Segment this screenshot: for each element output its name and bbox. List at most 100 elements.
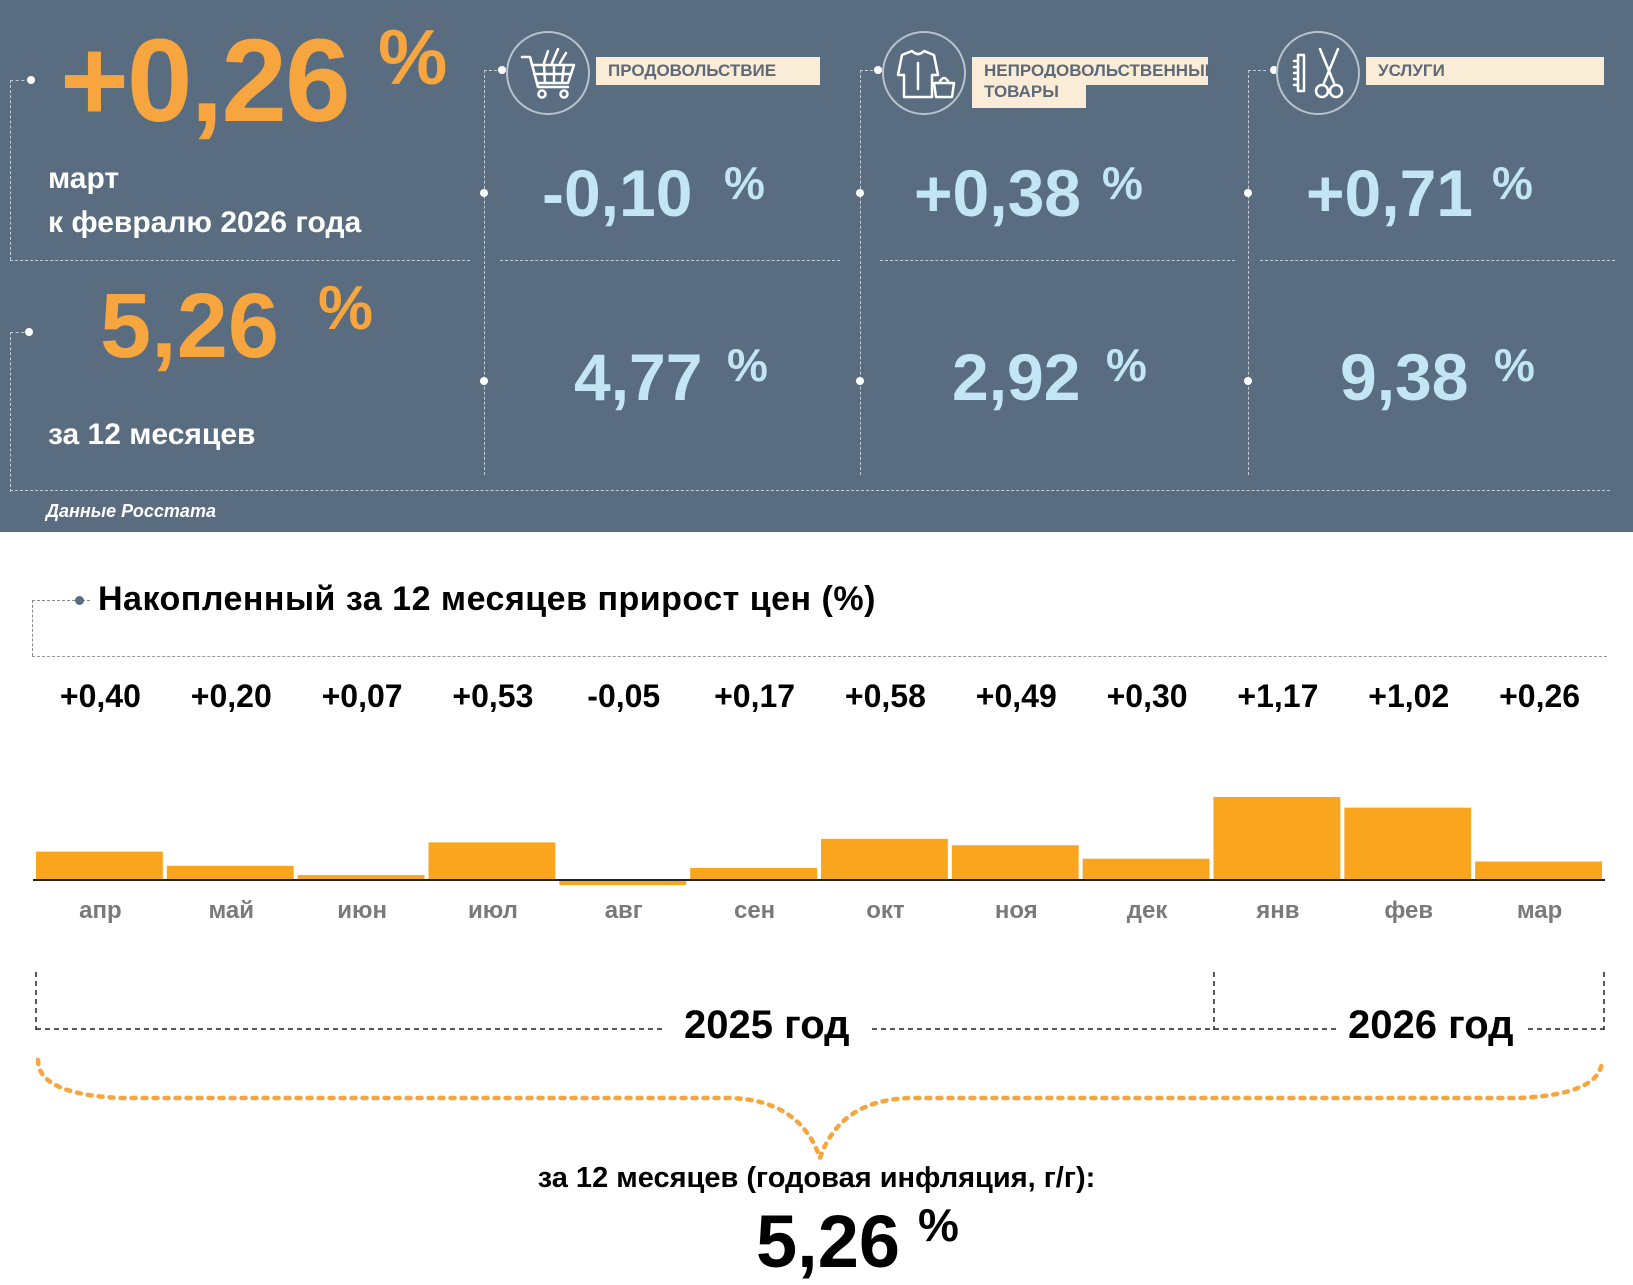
value-label-апр: +0,40 <box>60 678 141 714</box>
clothing-icon <box>882 31 966 115</box>
food-year-value: 4,77 <box>574 340 703 414</box>
frame-line <box>1248 70 1266 71</box>
monthly-inflation-bar-chart: +0,40 апр +0,20 май +0,07 июн +0,53 июл -0,05 авг… <box>33 678 1605 924</box>
value-label-июн: +0,07 <box>322 678 403 714</box>
bar-апр <box>36 851 163 880</box>
category-label-nonfood-line1: НЕПРОДОВОЛЬСТВЕННЫЕ <box>972 57 1216 85</box>
value-label-дек: +0,30 <box>1107 678 1188 714</box>
column-separator <box>484 70 485 475</box>
value-label-фев: +1,02 <box>1368 678 1449 714</box>
month-label-июн: июн <box>337 897 387 924</box>
year-bracket-lines <box>35 972 1605 1030</box>
month-label-апр: апр <box>79 897 122 924</box>
bar-июн <box>297 875 425 880</box>
food-month-value: -0,10 <box>542 156 693 230</box>
value-label-окт: +0,58 <box>845 678 926 714</box>
frame-line <box>484 70 502 71</box>
month-caption-line1: март <box>48 162 120 195</box>
month-label-мар: мар <box>1517 897 1562 924</box>
frame-dot <box>480 189 488 197</box>
title-leader-line <box>32 600 90 601</box>
food-year-unit: % <box>727 339 768 391</box>
summary-panel: +0,26 % март к февралю 2026 года 5,26 % … <box>0 0 1633 532</box>
bar-июл <box>428 842 556 880</box>
month-label-июл: июл <box>468 897 518 924</box>
value-label-мар: +0,26 <box>1499 678 1580 714</box>
value-label-авг: -0,05 <box>587 678 660 714</box>
frame-line <box>10 332 11 492</box>
month-inflation-value: +0,26 <box>60 15 351 147</box>
year-2026-label: 2026 год <box>1348 1003 1514 1047</box>
shopping-cart-icon <box>506 31 590 115</box>
bar-май <box>166 865 294 880</box>
frame-line <box>500 260 840 261</box>
category-label-services: УСЛУГИ <box>1366 57 1604 85</box>
annual-value: 5,26 <box>756 1200 901 1283</box>
month-inflation-unit: % <box>378 13 448 101</box>
bar-окт <box>821 838 948 880</box>
month-label-окт: окт <box>866 897 905 924</box>
title-underline <box>32 656 1607 657</box>
category-label-nonfood-line2: ТОВАРЫ <box>972 78 1086 108</box>
frame-line <box>10 80 30 81</box>
nonfood-month-unit: % <box>1102 157 1143 209</box>
annual-caption: за 12 месяцев (годовая инфляция, г/г): <box>537 1162 1096 1194</box>
frame-dot <box>27 76 35 84</box>
services-year-unit: % <box>1494 339 1535 391</box>
frame-dot <box>25 328 33 336</box>
value-label-июл: +0,53 <box>452 678 533 714</box>
bar-ноя <box>951 845 1079 880</box>
month-label-дек: дек <box>1127 897 1169 924</box>
frame-line <box>10 260 470 261</box>
month-label-янв: янв <box>1255 897 1299 924</box>
bar-янв <box>1213 797 1341 880</box>
frame-line <box>880 260 1235 261</box>
bar-фев <box>1344 807 1472 880</box>
nonfood-year-unit: % <box>1106 339 1147 391</box>
frame-line <box>10 490 1610 491</box>
year-inflation-value: 5,26 <box>100 275 280 377</box>
nonfood-month-value: +0,38 <box>914 156 1081 230</box>
bar-дек <box>1082 858 1210 880</box>
value-label-янв: +1,17 <box>1237 678 1318 714</box>
frame-line <box>10 80 11 260</box>
services-year-value: 9,38 <box>1340 340 1469 414</box>
year-2025-label: 2025 год <box>684 1003 850 1047</box>
column-separator <box>1248 70 1249 475</box>
services-month-value: +0,71 <box>1306 156 1473 230</box>
comb-scissors-icon <box>1276 31 1360 115</box>
frame-dot <box>498 66 506 74</box>
column-separator <box>860 70 861 475</box>
services-month-unit: % <box>1492 157 1533 209</box>
month-label-май: май <box>208 897 254 924</box>
frame-dot <box>1244 189 1252 197</box>
frame-dot <box>856 377 864 385</box>
month-label-сен: сен <box>734 897 775 924</box>
frame-dot <box>1244 377 1252 385</box>
frame-dot <box>480 377 488 385</box>
value-label-ноя: +0,49 <box>976 678 1057 714</box>
title-leader-line <box>32 600 33 656</box>
bar-авг <box>559 880 687 886</box>
bar-сен <box>690 867 817 880</box>
title-dot <box>75 596 84 605</box>
month-label-фев: фев <box>1384 897 1433 924</box>
year-inflation-unit: % <box>318 274 374 343</box>
category-label-food: ПРОДОВОЛЬСТВИЕ <box>596 57 820 85</box>
month-label-авг: авг <box>605 897 643 924</box>
bar-мар <box>1475 861 1602 880</box>
frame-line <box>10 332 30 333</box>
month-label-ноя: ноя <box>995 897 1038 924</box>
annual-curly-brace <box>35 1057 1605 1160</box>
value-label-май: +0,20 <box>191 678 272 714</box>
year-caption: за 12 месяцев <box>48 418 256 451</box>
frame-dot <box>874 66 882 74</box>
frame-line <box>860 70 878 71</box>
chart-title: Накопленный за 12 месяцев прирост цен (%… <box>98 580 876 618</box>
annual-unit: % <box>918 1199 959 1251</box>
frame-dot <box>1270 66 1278 74</box>
frame-line <box>1260 260 1615 261</box>
nonfood-year-value: 2,92 <box>952 340 1081 414</box>
year-grouping <box>35 972 1605 1160</box>
food-month-unit: % <box>724 157 765 209</box>
